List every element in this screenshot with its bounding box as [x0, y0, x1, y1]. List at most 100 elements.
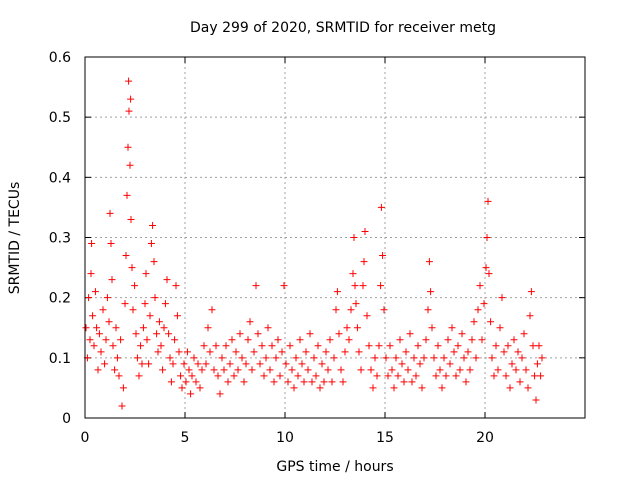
data-point — [382, 354, 390, 362]
data-point — [533, 360, 541, 368]
data-point — [332, 306, 340, 314]
data-point — [352, 300, 360, 308]
data-point — [377, 282, 385, 290]
data-point — [349, 270, 357, 278]
data-point — [290, 384, 298, 392]
data-point — [406, 330, 414, 338]
data-point — [468, 336, 476, 344]
data-point — [204, 324, 212, 332]
data-point — [436, 366, 444, 374]
data-point — [194, 360, 202, 368]
data-point — [482, 264, 490, 272]
data-point — [379, 252, 387, 260]
data-point — [488, 354, 496, 362]
data-point — [302, 348, 310, 356]
data-point — [384, 372, 392, 380]
data-point — [187, 390, 195, 398]
data-point — [252, 282, 260, 290]
data-point — [369, 384, 377, 392]
data-point — [434, 342, 442, 350]
x-axis-label: GPS time / hours — [276, 459, 393, 475]
data-point — [202, 360, 210, 368]
data-point — [485, 270, 493, 278]
data-point — [412, 372, 420, 380]
data-point — [124, 143, 132, 151]
data-point — [454, 342, 462, 350]
data-point — [228, 336, 236, 344]
data-point — [232, 348, 240, 356]
data-point — [438, 384, 446, 392]
data-point — [320, 378, 328, 386]
data-point — [448, 324, 456, 332]
data-point — [462, 378, 470, 386]
data-point — [483, 234, 491, 241]
data-point — [398, 360, 406, 368]
data-point — [345, 336, 353, 344]
data-point — [531, 372, 539, 380]
data-point — [452, 372, 460, 380]
data-point — [529, 342, 537, 350]
data-point — [180, 360, 188, 368]
data-point — [139, 324, 147, 332]
data-point — [183, 348, 191, 356]
data-point — [466, 366, 474, 374]
data-point — [300, 378, 308, 386]
data-point — [127, 215, 135, 223]
data-point — [172, 282, 180, 290]
data-point — [192, 378, 200, 386]
data-point — [212, 342, 220, 350]
data-point — [246, 318, 254, 326]
data-point — [93, 324, 101, 332]
data-point — [133, 354, 141, 362]
data-point — [316, 384, 324, 392]
data-point — [258, 342, 266, 350]
data-point — [410, 354, 418, 362]
data-point — [363, 312, 371, 320]
data-point — [361, 227, 369, 235]
data-point — [375, 342, 383, 350]
x-tick-label: 20 — [476, 430, 494, 446]
data-point — [310, 354, 318, 362]
data-point — [222, 342, 230, 350]
data-point — [492, 342, 500, 350]
data-point — [182, 378, 190, 386]
data-point — [472, 354, 480, 362]
data-point — [520, 330, 528, 338]
axis-ticks: 0 0.1 0.2 0.3 0.4 0.5 0.6 0 5 10 15 20 — [49, 50, 585, 446]
data-point — [173, 312, 181, 320]
data-point — [167, 378, 175, 386]
data-point — [386, 342, 394, 350]
data-point — [324, 366, 332, 374]
data-point — [314, 342, 322, 350]
data-point — [177, 372, 185, 380]
data-point — [343, 324, 351, 332]
data-point — [210, 366, 218, 374]
data-point — [272, 354, 280, 362]
data-point — [476, 282, 484, 290]
data-point — [138, 360, 146, 368]
data-point — [198, 366, 206, 374]
y-tick-label: 0.2 — [49, 291, 71, 307]
data-point — [264, 324, 272, 332]
data-point — [371, 354, 379, 362]
data-point — [154, 348, 162, 356]
data-point — [86, 336, 94, 344]
data-point — [420, 354, 428, 362]
data-point — [125, 77, 133, 85]
data-point — [115, 372, 123, 380]
data-point — [169, 360, 177, 368]
data-point — [414, 342, 422, 350]
data-point — [248, 366, 256, 374]
data-point — [333, 288, 341, 296]
data-point — [142, 270, 150, 278]
y-tick-label: 0.5 — [49, 110, 71, 126]
data-point — [326, 336, 334, 344]
data-point — [367, 366, 375, 374]
data-point — [532, 396, 540, 404]
data-point — [244, 336, 252, 344]
data-point — [474, 306, 482, 314]
data-point — [390, 384, 398, 392]
data-point — [360, 258, 368, 266]
data-point — [535, 342, 543, 350]
data-point — [442, 372, 450, 380]
